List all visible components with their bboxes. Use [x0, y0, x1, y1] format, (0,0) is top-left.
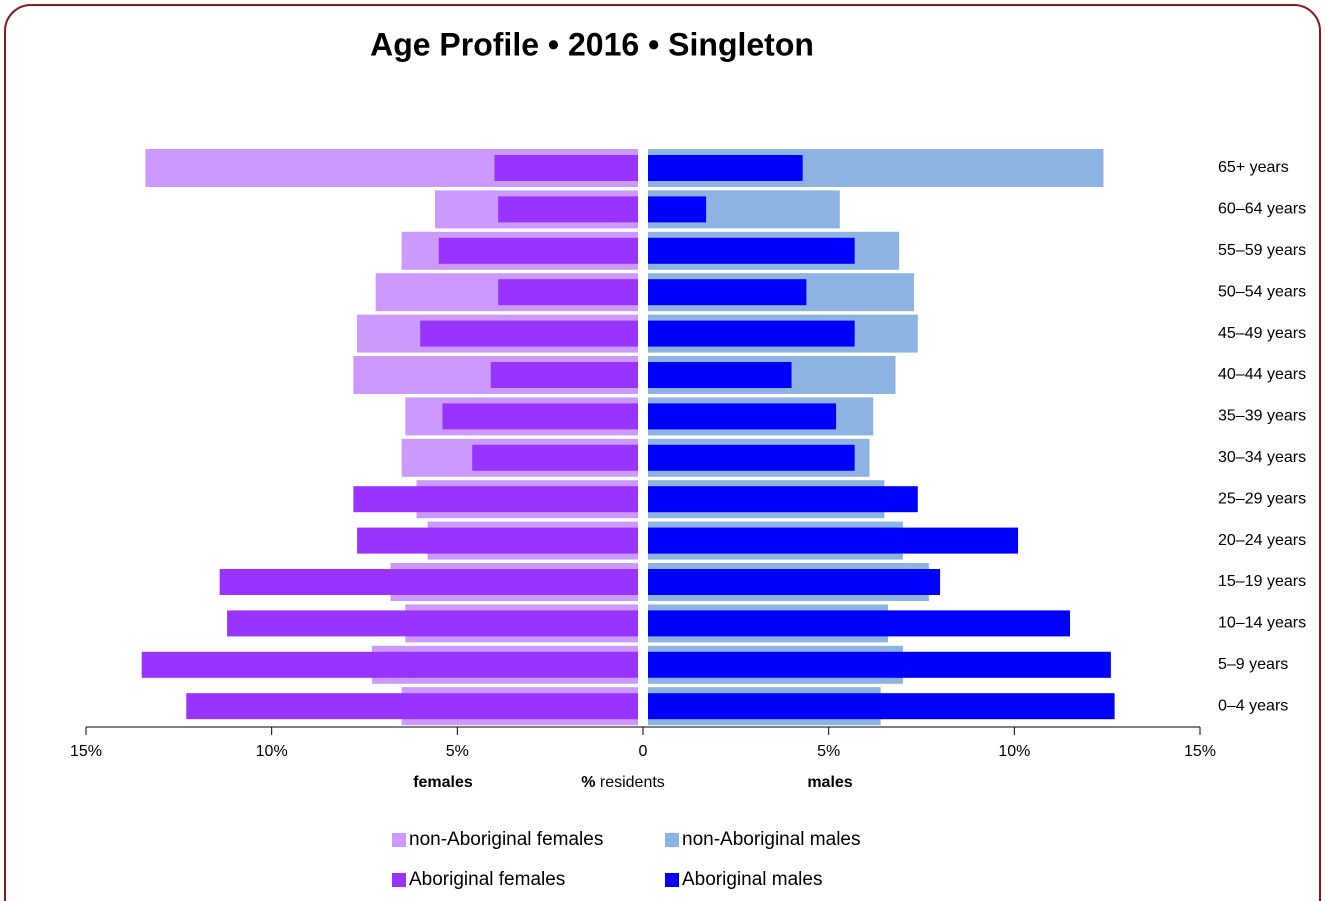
- x-tick-label: 0: [639, 743, 648, 760]
- bar: [648, 320, 855, 347]
- bar: [227, 610, 638, 637]
- bar: [186, 693, 638, 720]
- bar: [472, 444, 638, 471]
- category-label: 60–64 years: [1218, 201, 1306, 218]
- category-label: 65+ years: [1218, 159, 1289, 176]
- x-tick-label: 5%: [817, 743, 840, 760]
- bar: [648, 651, 1111, 678]
- legend-swatch: [665, 833, 679, 847]
- left-axis-label: females: [413, 774, 473, 791]
- category-label: 25–29 years: [1218, 490, 1306, 507]
- category-label: 20–24 years: [1218, 532, 1306, 549]
- category-label: 0–4 years: [1218, 697, 1288, 714]
- bar: [648, 610, 1071, 637]
- legend-label: Aboriginal males: [682, 869, 822, 890]
- axis-label-unit: %: [581, 774, 595, 791]
- category-label: 55–59 years: [1218, 242, 1306, 259]
- bar: [219, 569, 638, 595]
- category-label: 5–9 years: [1218, 656, 1288, 673]
- legend-label: non-Aboriginal males: [682, 829, 861, 850]
- legend-swatch: [392, 833, 406, 847]
- category-label: 30–34 years: [1218, 449, 1306, 466]
- bar: [648, 527, 1019, 554]
- category-label: 45–49 years: [1218, 325, 1306, 342]
- category-label: 15–19 years: [1218, 573, 1306, 590]
- category-label: 35–39 years: [1218, 408, 1306, 425]
- axis-label-text: residents: [600, 774, 665, 791]
- x-tick-label: 5%: [446, 743, 469, 760]
- x-tick-label: 10%: [256, 743, 288, 760]
- chart-title: Age Profile • 2016 • Singleton: [370, 26, 814, 62]
- bar: [442, 403, 638, 430]
- category-label: 50–54 years: [1218, 283, 1306, 300]
- bar: [648, 486, 918, 513]
- legend-label: Aboriginal females: [409, 869, 565, 890]
- bar: [648, 279, 807, 306]
- bar: [141, 651, 638, 678]
- x-tick-label: 15%: [70, 743, 102, 760]
- bar: [648, 155, 803, 181]
- bar: [648, 362, 792, 388]
- bar: [357, 527, 638, 554]
- bar: [648, 569, 941, 595]
- right-axis-label: males: [807, 774, 852, 791]
- bar: [648, 237, 855, 264]
- bar: [648, 403, 837, 430]
- category-label: 10–14 years: [1218, 615, 1306, 632]
- bar: [648, 196, 707, 223]
- x-tick-label: 10%: [998, 743, 1030, 760]
- legend-swatch: [665, 873, 679, 887]
- legend-label: non-Aboriginal females: [409, 829, 603, 850]
- category-label: 40–44 years: [1218, 366, 1306, 383]
- bar: [648, 693, 1115, 720]
- axis-label: % residents: [581, 774, 665, 791]
- bar: [498, 196, 638, 223]
- bar: [438, 237, 638, 264]
- bar: [494, 155, 638, 181]
- bar: [353, 486, 638, 513]
- bar: [498, 279, 638, 306]
- legend-swatch: [392, 873, 406, 887]
- bar: [490, 362, 638, 388]
- bar: [420, 320, 638, 347]
- bar: [648, 444, 855, 471]
- x-tick-label: 15%: [1184, 743, 1216, 760]
